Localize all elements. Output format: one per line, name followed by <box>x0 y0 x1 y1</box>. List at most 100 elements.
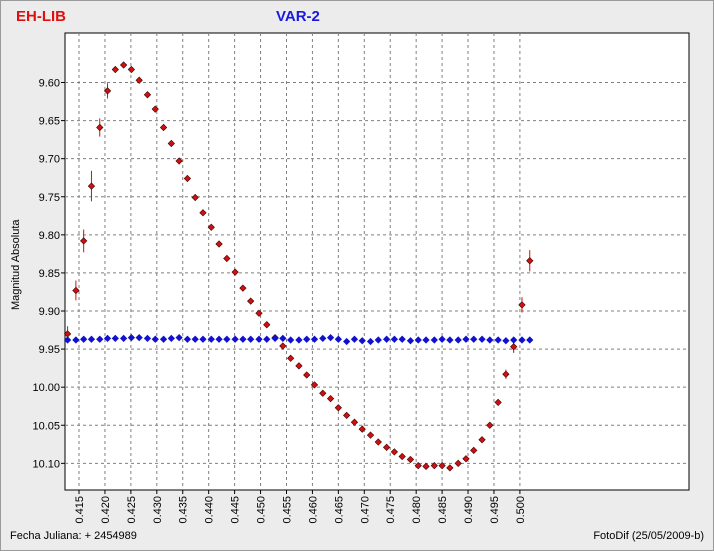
data-point <box>239 335 247 343</box>
data-point <box>103 87 112 95</box>
y-tick-label: 9.75 <box>39 192 60 204</box>
data-point <box>295 336 303 344</box>
y-tick-label: 9.70 <box>39 154 60 166</box>
data-point <box>319 334 327 343</box>
data-point <box>334 404 342 412</box>
data-point <box>215 240 223 248</box>
x-tick-label: 0.415 <box>74 496 86 524</box>
data-point <box>422 336 430 344</box>
data-point <box>382 443 391 451</box>
data-point <box>350 418 359 426</box>
data-point <box>239 284 247 292</box>
data-point <box>374 336 382 344</box>
data-point <box>295 362 303 370</box>
data-point <box>334 335 342 343</box>
data-point <box>87 335 96 343</box>
x-tick-label: 0.450 <box>256 496 268 524</box>
data-point <box>310 335 319 343</box>
data-point <box>494 398 502 407</box>
data-point <box>167 334 175 343</box>
data-point <box>390 448 399 456</box>
data-point <box>430 336 438 344</box>
data-point <box>231 268 239 276</box>
y-tick-label: 9.65 <box>39 116 60 128</box>
data-point <box>215 335 223 343</box>
data-point <box>526 336 534 344</box>
data-point <box>191 335 199 343</box>
data-point <box>462 455 470 463</box>
data-point <box>103 334 112 343</box>
data-point <box>111 65 119 74</box>
data-point <box>63 336 72 344</box>
data-point <box>470 446 478 455</box>
data-point <box>183 174 192 183</box>
data-point <box>167 139 175 148</box>
data-point <box>143 91 152 99</box>
data-point <box>119 334 128 343</box>
x-tick-label: 0.445 <box>230 496 242 524</box>
data-point <box>319 389 327 397</box>
y-axis-label: Magnitud Absoluta <box>10 219 22 310</box>
data-point <box>366 337 375 346</box>
data-point <box>343 337 351 346</box>
data-point <box>287 354 295 362</box>
data-point <box>111 334 119 343</box>
data-point <box>438 335 446 343</box>
y-tick-label: 10.00 <box>32 382 60 394</box>
data-point <box>398 335 406 343</box>
x-tick-label: 0.465 <box>333 496 345 524</box>
x-tick-label: 0.490 <box>463 496 475 524</box>
data-point <box>446 336 454 344</box>
data-point <box>470 335 478 343</box>
x-tick-label: 0.480 <box>411 496 423 524</box>
data-point <box>151 105 159 113</box>
data-point <box>486 336 494 344</box>
data-point <box>406 337 415 345</box>
data-point <box>151 335 159 343</box>
data-point <box>310 381 319 389</box>
x-tick-label: 0.485 <box>437 496 449 524</box>
data-point <box>358 425 366 433</box>
data-point <box>207 335 215 343</box>
y-tick-label: 10.10 <box>32 458 60 470</box>
data-point <box>303 371 311 379</box>
data-point <box>143 334 152 343</box>
data-point <box>502 337 510 345</box>
data-point <box>518 336 526 344</box>
x-tick-label: 0.500 <box>515 496 527 524</box>
data-point <box>526 257 534 265</box>
data-point <box>96 335 104 343</box>
data-point <box>279 342 287 350</box>
data-point <box>326 394 335 403</box>
star-name-right: VAR-2 <box>276 8 320 25</box>
data-point <box>494 336 502 344</box>
data-point <box>374 438 382 446</box>
y-tick-label: 9.95 <box>39 344 60 356</box>
data-point <box>510 343 518 351</box>
x-tick-label: 0.460 <box>307 496 319 524</box>
data-point <box>303 335 311 343</box>
data-point <box>430 462 438 470</box>
data-point <box>175 157 183 165</box>
data-point <box>510 336 518 344</box>
x-tick-label: 0.440 <box>204 496 216 524</box>
data-point <box>135 334 143 342</box>
data-point <box>518 301 526 309</box>
data-point <box>478 335 486 343</box>
data-point <box>87 182 96 190</box>
data-point <box>390 335 399 343</box>
data-point <box>358 337 366 345</box>
data-point <box>462 335 470 343</box>
series-var-2 <box>63 334 534 346</box>
data-point <box>80 335 88 343</box>
data-point <box>207 223 215 231</box>
x-tick-label: 0.420 <box>100 496 112 524</box>
x-tick-label: 0.475 <box>385 496 397 524</box>
plot-area <box>64 32 690 491</box>
x-tick-label: 0.425 <box>126 496 138 524</box>
y-tick-label: 9.90 <box>39 306 60 318</box>
data-point <box>255 309 263 317</box>
data-point <box>135 76 143 84</box>
data-point <box>486 421 494 429</box>
